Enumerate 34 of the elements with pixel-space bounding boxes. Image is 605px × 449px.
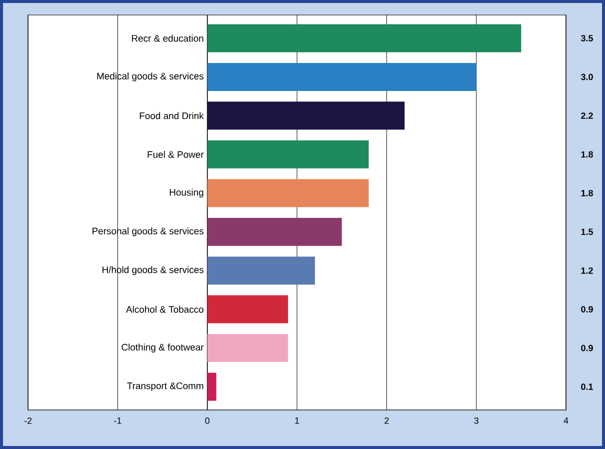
x-tick-label: -2 <box>24 418 32 424</box>
bar <box>207 179 369 208</box>
bar <box>207 140 369 168</box>
x-tick-label: 2 <box>384 418 389 424</box>
y-tick-label: Housing <box>170 188 204 198</box>
y-tick-label: Alcohol & Tobacco <box>126 306 204 313</box>
bar <box>207 256 315 285</box>
x-tick-label: -1 <box>114 418 122 424</box>
bar <box>207 295 288 324</box>
data-label: 1.8 <box>581 190 593 196</box>
y-tick-label: Fuel & Power <box>148 150 204 158</box>
data-label: 3.5 <box>580 35 593 42</box>
y-tick-label: Transport &Comm <box>127 382 204 392</box>
data-label: 1.8 <box>581 151 593 158</box>
y-tick-label: Clothing & footwear <box>122 344 204 352</box>
y-tick-label: Food and Drink <box>140 112 204 120</box>
y-tick-label: Recr & education <box>132 34 204 42</box>
x-tick-label: 3 <box>474 418 478 424</box>
x-tick-label: 0 <box>205 418 210 424</box>
bar <box>207 334 288 362</box>
data-label: 2.2 <box>581 112 593 119</box>
x-tick-label: 1 <box>295 418 300 424</box>
bar <box>207 372 216 401</box>
bar <box>207 24 522 52</box>
data-label: 1.5 <box>581 228 593 235</box>
data-label: 0.9 <box>581 344 593 352</box>
data-label: 3.0 <box>580 74 593 80</box>
data-label: 0.9 <box>581 306 593 312</box>
bar <box>207 62 476 91</box>
data-label: 1.2 <box>581 267 593 274</box>
bar <box>207 218 342 246</box>
data-label: 0.1 <box>581 384 593 390</box>
x-tick-label: 4 <box>564 418 568 424</box>
bar <box>207 102 405 130</box>
